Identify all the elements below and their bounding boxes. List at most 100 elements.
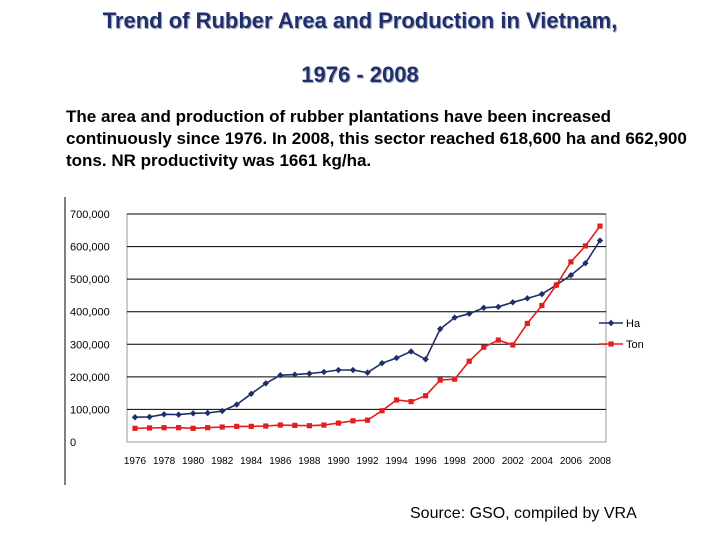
x-tick-label: 1988 [298, 456, 321, 467]
data-point-ton [190, 425, 196, 431]
data-point-ha [596, 237, 604, 244]
data-point-ha [524, 295, 531, 302]
data-point-ha [204, 409, 211, 417]
data-point-ha [480, 304, 487, 312]
data-point-ton [161, 425, 167, 431]
data-point-ton [379, 408, 385, 414]
data-point-ha [175, 411, 182, 418]
chart-title-line-1: Trend of Rubber Area and Production in V… [102, 8, 618, 33]
data-point-ha [509, 299, 517, 306]
series-line-ton [134, 225, 601, 430]
x-tick-label: 1990 [327, 456, 350, 467]
data-point-ton [452, 376, 458, 382]
data-point-ha [218, 407, 226, 415]
data-point-ton [481, 344, 487, 350]
data-point-ton [524, 320, 530, 327]
x-tick-label: 1976 [124, 456, 147, 467]
y-tick-label: 100,000 [70, 404, 110, 416]
y-tick-label: 600,000 [70, 242, 110, 254]
data-point-ton [205, 425, 211, 431]
data-point-ton [292, 422, 298, 428]
legend-marker-ha [607, 319, 615, 327]
data-point-ton [553, 282, 560, 288]
y-tick-label: 700,000 [70, 209, 110, 221]
x-tick-label: 1978 [153, 456, 176, 467]
legend-marker-ton [608, 341, 614, 347]
data-point-ton [321, 422, 327, 428]
data-point-ha [582, 259, 589, 267]
data-point-ton [263, 423, 269, 429]
x-tick-label: 2004 [531, 456, 554, 467]
data-point-ton [335, 420, 342, 426]
data-point-ton [423, 393, 429, 399]
data-point-ha [349, 366, 357, 374]
data-point-ha [146, 413, 153, 421]
data-point-ha [189, 410, 197, 417]
x-tick-label: 2000 [473, 456, 496, 467]
data-point-ha [364, 369, 371, 376]
x-tick-label: 1996 [415, 456, 438, 467]
data-point-ha [495, 303, 502, 311]
data-point-ton [248, 423, 254, 429]
source-note: Source: GSO, compiled by VRA [410, 505, 637, 522]
data-point-ton [219, 424, 225, 430]
x-tick-label: 1982 [211, 456, 234, 467]
data-point-ton [350, 418, 356, 424]
x-tick-label: 2006 [560, 456, 583, 467]
y-tick-label: 400,000 [70, 307, 110, 319]
y-tick-label: 300,000 [70, 339, 110, 351]
data-point-ha [248, 390, 255, 397]
x-tick-label: 1980 [182, 456, 205, 467]
data-point-ha [160, 411, 168, 418]
data-point-ha [422, 356, 429, 363]
description-text: The area and production of rubber planta… [66, 107, 687, 170]
x-tick-label: 1994 [385, 456, 408, 467]
data-point-ton [364, 417, 371, 423]
data-point-ton [393, 397, 400, 403]
data-point-ton [568, 259, 574, 265]
data-point-ha [378, 359, 386, 367]
legend-label-ha: Ha [626, 318, 641, 330]
data-point-ha [320, 368, 328, 376]
chart-title-line-2: 1976 - 2008 [301, 62, 419, 87]
data-point-ha [233, 401, 240, 408]
data-point-ha [567, 272, 575, 279]
y-tick-label: 200,000 [70, 372, 110, 384]
data-point-ha [407, 348, 415, 355]
data-point-ton [437, 377, 443, 383]
data-point-ha [335, 366, 342, 374]
data-point-ton [234, 423, 240, 429]
data-point-ha [291, 371, 299, 378]
data-point-ton [277, 422, 283, 428]
data-point-ton [146, 425, 153, 431]
plot-area [126, 213, 607, 443]
data-point-ha [277, 372, 284, 379]
x-tick-label: 1998 [444, 456, 467, 467]
chart-container: 0 100,000 200,000 300,000 400,000 500,000 600,… [63, 197, 720, 485]
x-tick-label: 2002 [502, 456, 525, 467]
y-tick-label: 500,000 [70, 274, 110, 286]
data-point-ton [132, 425, 138, 431]
x-tick-label: 1986 [269, 456, 292, 467]
data-point-ton [495, 337, 501, 343]
series-line-ha [134, 240, 601, 418]
x-tick-label: 1984 [240, 456, 263, 467]
data-point-ton [539, 302, 545, 309]
data-point-ha [538, 290, 546, 298]
data-point-ton [466, 358, 472, 364]
data-point-ton [306, 423, 312, 429]
data-point-ha [306, 370, 313, 377]
data-point-ha [131, 414, 139, 421]
data-point-ha [393, 354, 400, 362]
x-tick-label: 2008 [589, 456, 612, 467]
data-point-ha [451, 314, 458, 321]
line-chart: 0 100,000 200,000 300,000 400,000 500,000 600,… [64, 197, 644, 485]
data-point-ton [510, 342, 516, 348]
data-point-ha [466, 310, 473, 317]
y-tick-label: 0 [70, 437, 76, 449]
data-point-ton [408, 399, 414, 405]
legend-label-ton: Ton [626, 339, 644, 351]
data-point-ton [175, 425, 182, 431]
data-point-ton [582, 243, 589, 249]
x-tick-label: 1992 [356, 456, 379, 467]
